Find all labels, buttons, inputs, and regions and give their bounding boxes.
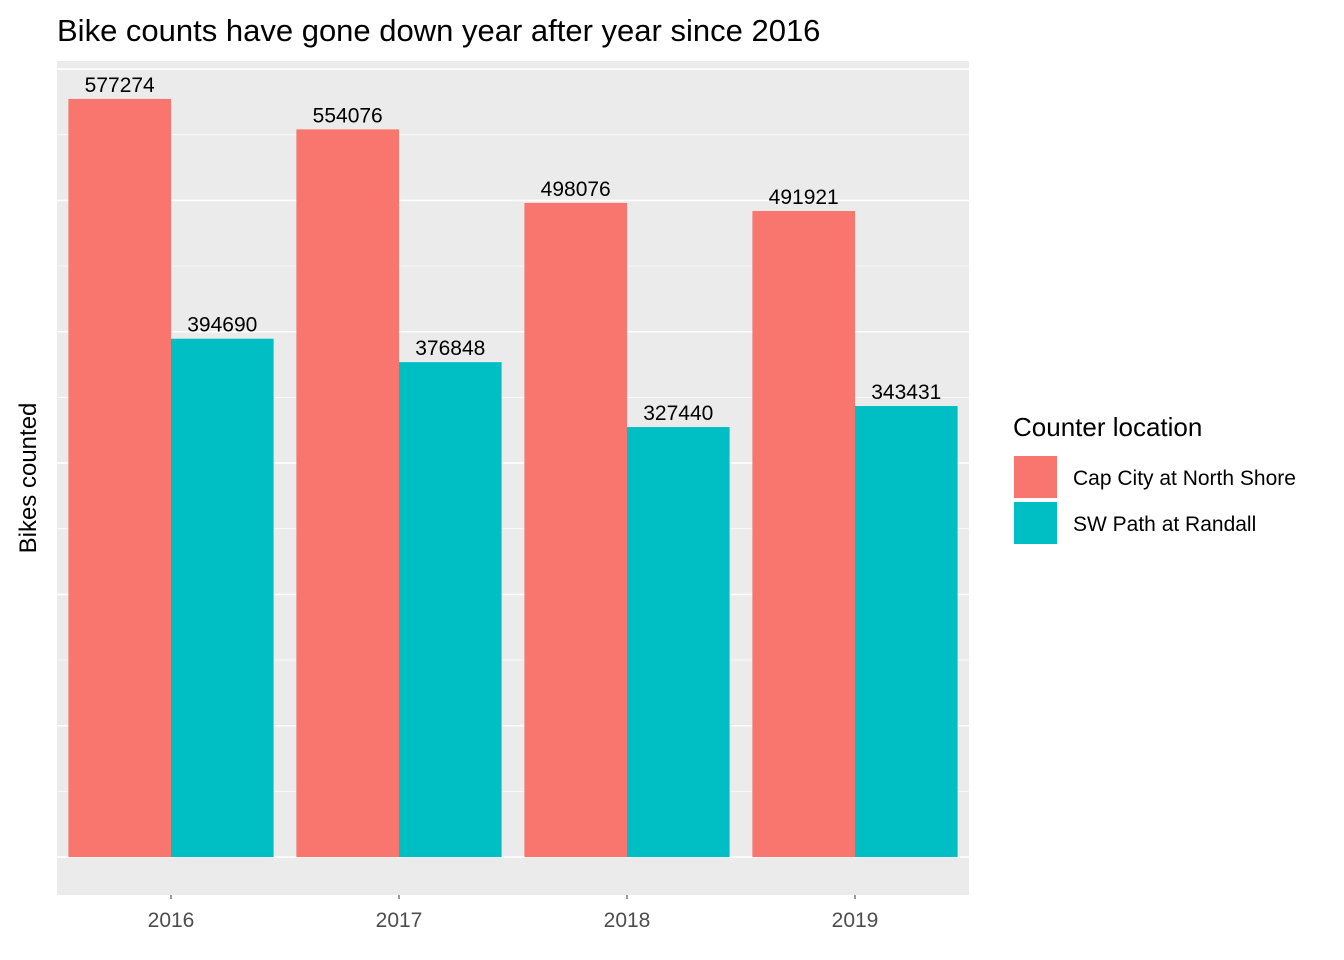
chart-title: Bike counts have gone down year after ye… — [57, 13, 820, 48]
bar-value-label: 554076 — [313, 104, 383, 127]
bar-2016-series-0 — [68, 98, 171, 858]
x-tick-label: 2016 — [148, 909, 195, 932]
bar-2018-series-0 — [524, 202, 627, 858]
bar-2017-series-1 — [399, 362, 502, 858]
bar-2017-series-0 — [296, 129, 399, 858]
bar-2019-series-0 — [752, 211, 855, 858]
x-tick-label: 2019 — [832, 909, 879, 932]
bar-value-label: 498076 — [541, 178, 611, 201]
bar-2018-series-1 — [627, 427, 730, 858]
bars-layer — [68, 98, 958, 858]
bar-value-label: 376848 — [415, 337, 485, 360]
legend: Counter location Cap City at North Shore… — [1013, 412, 1296, 544]
bar-2016-series-1 — [171, 338, 274, 858]
x-tick-label: 2018 — [604, 909, 651, 932]
bar-value-label: 394690 — [187, 314, 257, 337]
legend-items: Cap City at North Shore SW Path at Randal… — [1014, 456, 1296, 544]
bar-value-label: 343431 — [871, 381, 941, 404]
bar-2019-series-1 — [855, 406, 958, 858]
x-tick-label: 2017 — [376, 909, 423, 932]
bar-value-label: 327440 — [643, 402, 713, 425]
y-axis-label: Bikes counted — [15, 403, 42, 554]
bar-value-label: 577274 — [85, 74, 155, 97]
x-axis-ticks: 2016 2017 2018 2019 — [148, 895, 879, 932]
legend-title: Counter location — [1013, 412, 1202, 442]
legend-swatch — [1014, 502, 1057, 544]
bar-value-label: 491921 — [769, 186, 839, 209]
legend-swatch — [1014, 456, 1057, 498]
legend-item-label: Cap City at North Shore — [1073, 467, 1296, 490]
bar-labels-layer: 577274 394690 554076 376848 498076 327440 4919… — [85, 74, 942, 425]
legend-item-label: SW Path at Randall — [1073, 513, 1256, 536]
